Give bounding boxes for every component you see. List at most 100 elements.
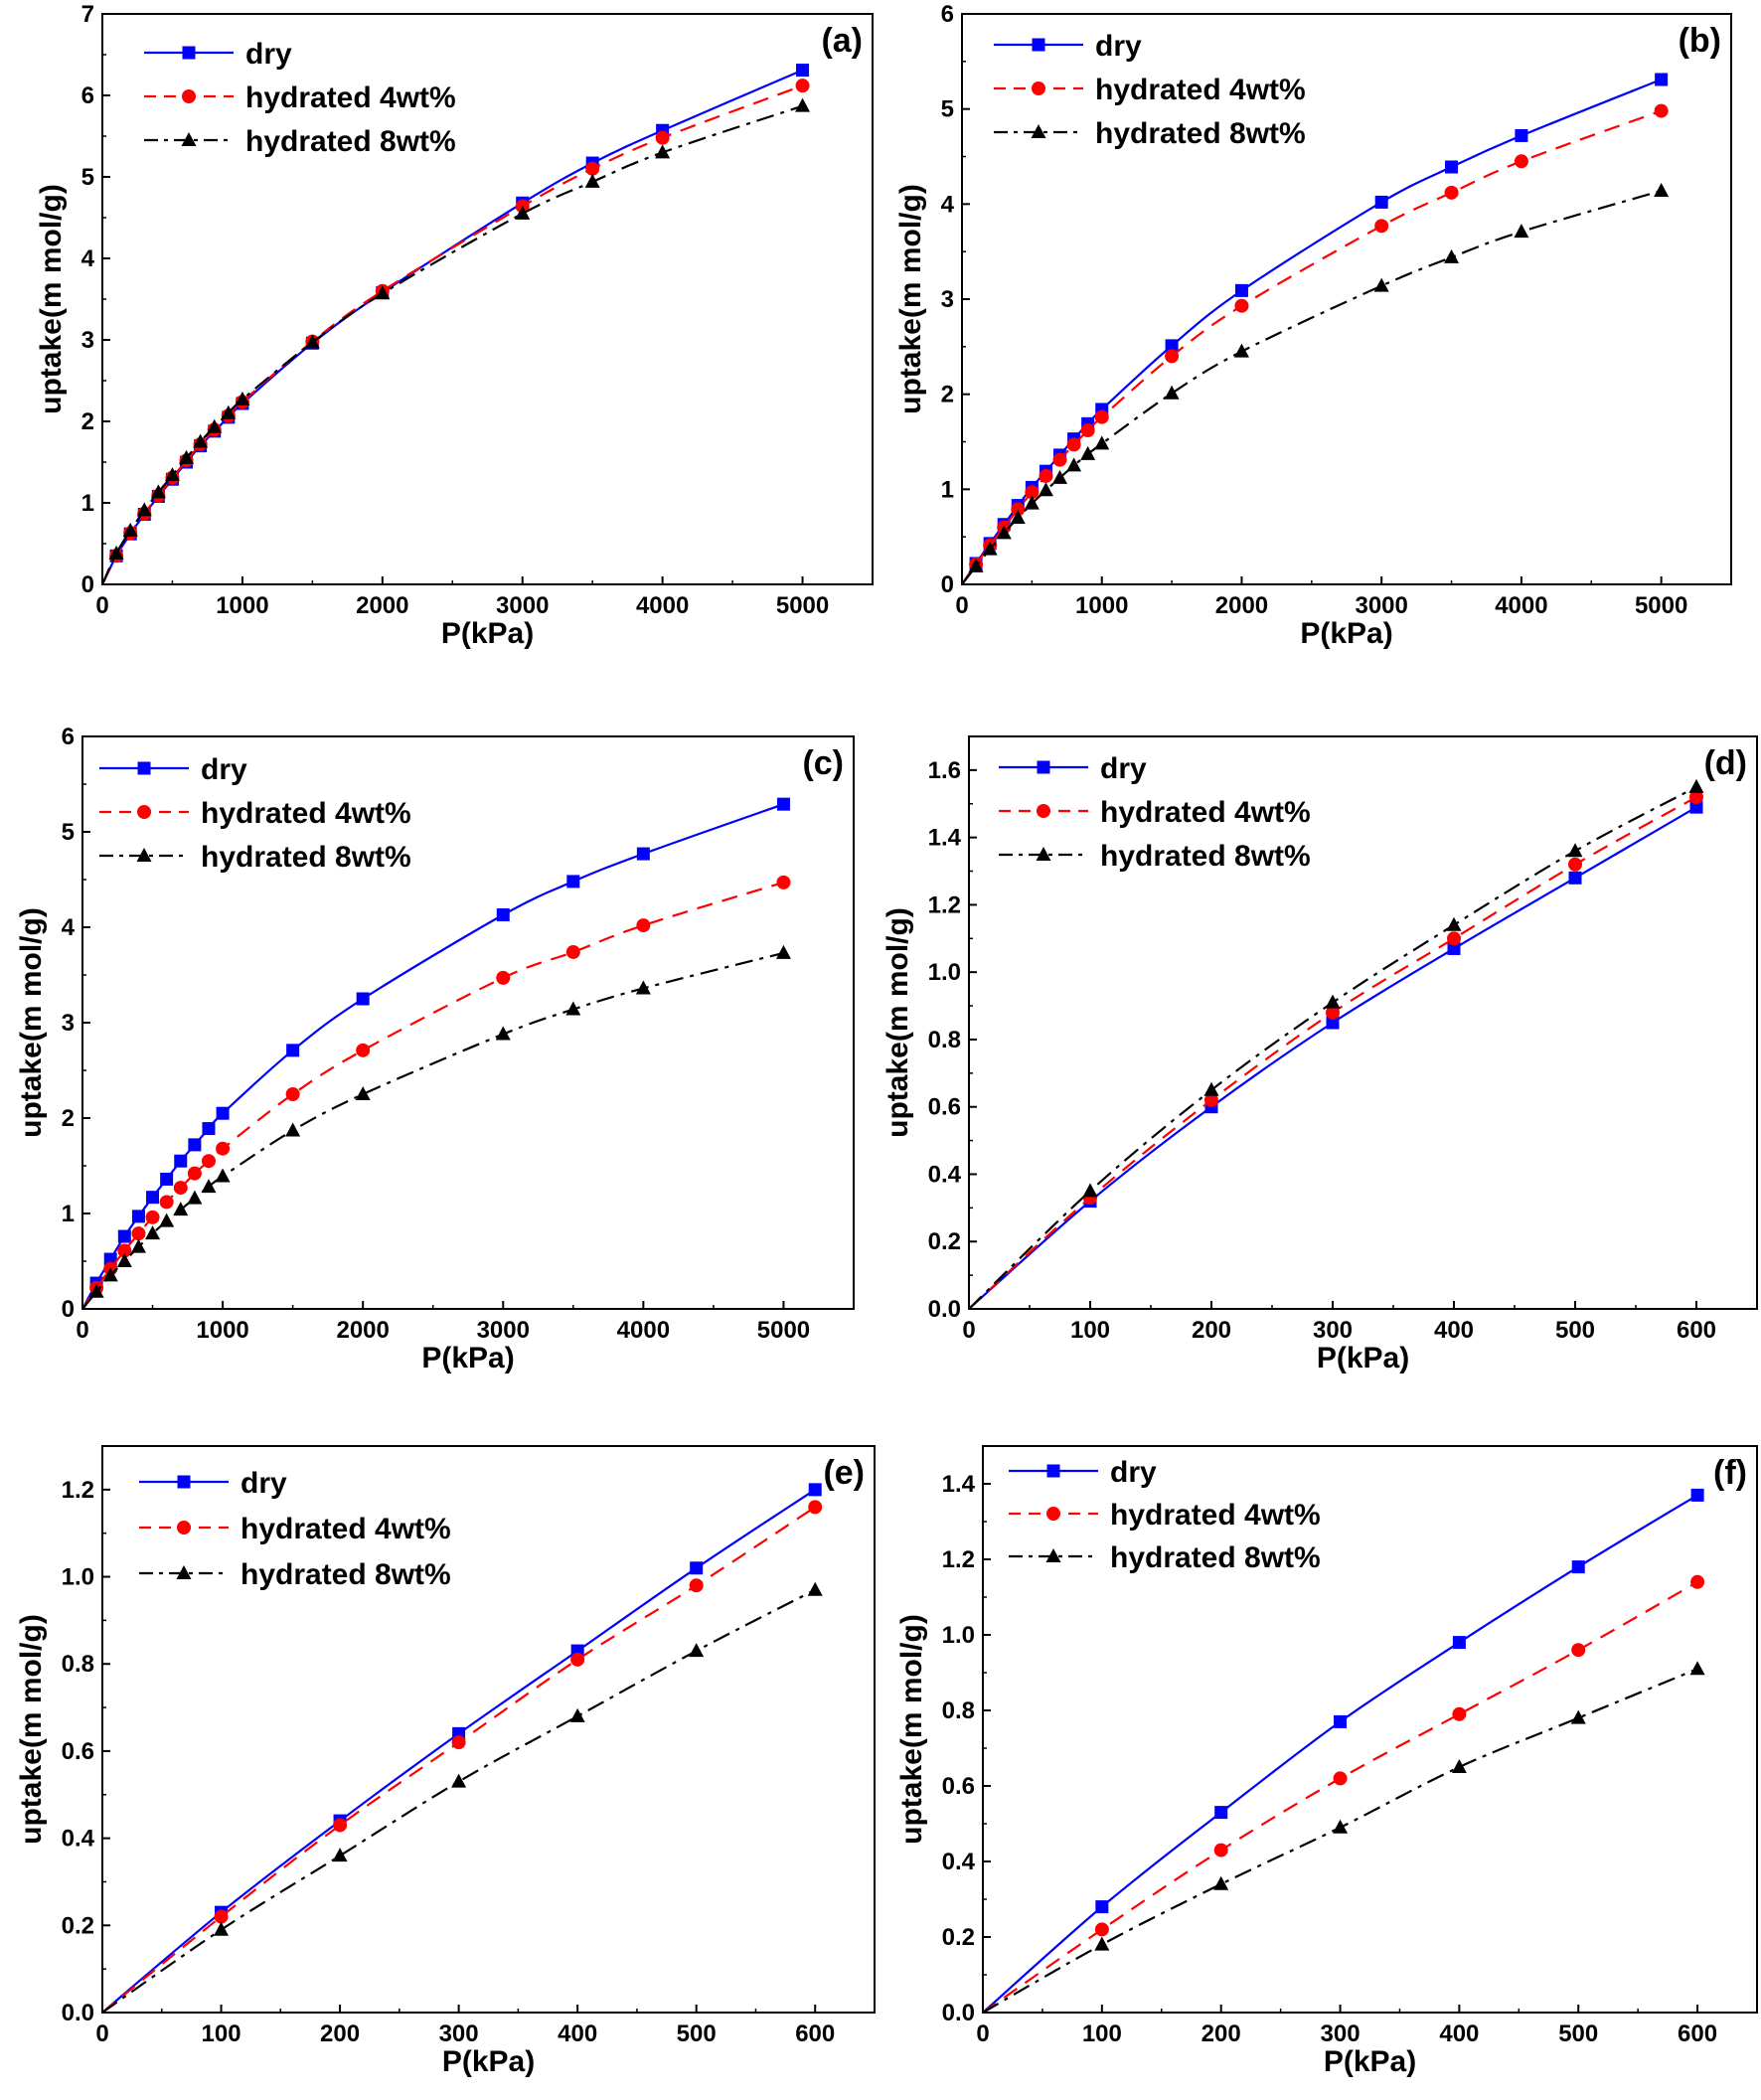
data-point: [1446, 916, 1462, 931]
y-tick-label: 0.2: [928, 1228, 961, 1255]
y-tick-label: 4: [81, 245, 95, 272]
data-point: [160, 1172, 174, 1186]
legend: dry hydrated 4wt% hydrated 8wt%: [999, 752, 1311, 873]
data-point: [1567, 843, 1583, 858]
x-tick-label: 100: [202, 2020, 241, 2047]
data-point: [1082, 1183, 1098, 1198]
data-point: [1690, 1488, 1704, 1502]
data-point: [375, 285, 391, 300]
data-point: [1447, 941, 1461, 955]
x-tick-label: 0: [76, 1317, 88, 1344]
data-point: [1334, 1714, 1348, 1728]
plot-frame: [101, 13, 874, 585]
data-point: [356, 992, 370, 1006]
data-point: [304, 334, 320, 349]
x-tick-label: 600: [1677, 1317, 1716, 1344]
legend-marker: [136, 848, 152, 862]
x-tick-label: 3000: [1355, 592, 1407, 619]
data-point: [1451, 1759, 1467, 1773]
y-tick-label: 1.2: [928, 891, 961, 918]
data-point: [145, 1225, 161, 1240]
y-tick-label: 0.2: [942, 1924, 975, 1951]
series-line: [968, 806, 1697, 1310]
data-point: [451, 1773, 467, 1788]
data-point: [655, 144, 671, 159]
x-tick-label: 300: [1313, 1317, 1353, 1344]
legend-marker: [1036, 847, 1051, 861]
data-point: [187, 1190, 203, 1205]
series-circle: [982, 1574, 1705, 2014]
data-point: [174, 1154, 188, 1168]
data-point: [131, 1210, 145, 1223]
x-axis-label: P(kPa): [1300, 617, 1392, 650]
y-tick-label: 5: [62, 819, 75, 846]
legend-marker: [176, 1565, 192, 1579]
legend-entry: hydrated 8wt%: [245, 125, 456, 158]
data-point: [1452, 1706, 1467, 1721]
data-point: [807, 1581, 823, 1596]
data-point: [188, 1138, 202, 1152]
plot-frame: [968, 735, 1758, 1310]
data-point: [1570, 1709, 1586, 1724]
legend-entry: hydrated 8wt%: [1110, 1541, 1321, 1574]
data-point: [968, 558, 984, 572]
data-point: [689, 1643, 705, 1658]
data-point: [569, 1707, 585, 1722]
x-tick-label: 100: [1082, 2020, 1122, 2047]
data-point: [355, 1086, 371, 1100]
y-tick-label: 0.4: [928, 1161, 962, 1188]
data-point: [1447, 931, 1461, 946]
x-tick-label: 500: [677, 2020, 717, 2047]
x-tick-label: 0: [95, 592, 108, 619]
data-point: [1203, 1081, 1219, 1096]
data-point: [565, 1001, 581, 1016]
series-circle: [81, 875, 791, 1310]
y-tick-label: 1.2: [942, 1546, 975, 1573]
data-point: [1373, 277, 1389, 292]
data-point: [285, 1122, 301, 1137]
series-circle: [101, 79, 810, 585]
data-point: [1514, 154, 1528, 169]
data-point: [1094, 435, 1110, 450]
legend-marker: [1032, 38, 1045, 52]
x-tick-label: 3000: [477, 1317, 530, 1344]
x-tick-label: 300: [439, 2020, 479, 2047]
data-point: [808, 1483, 822, 1497]
data-point: [1164, 385, 1180, 400]
data-point: [1444, 248, 1460, 263]
data-point: [145, 1210, 160, 1224]
y-tick-label: 3: [62, 1010, 75, 1037]
legend-marker: [137, 805, 151, 819]
y-tick-label: 1.0: [62, 1564, 94, 1591]
data-point: [88, 1283, 104, 1298]
legend-marker: [1046, 1507, 1060, 1521]
series-line: [100, 104, 803, 585]
x-tick-label: 200: [1201, 2020, 1241, 2047]
y-tick-label: 1: [62, 1201, 75, 1227]
legend-marker: [181, 132, 197, 146]
data-point: [996, 525, 1012, 540]
x-tick-label: 2000: [356, 592, 408, 619]
legend-entry: hydrated 8wt%: [240, 1558, 451, 1591]
data-point: [1654, 103, 1669, 118]
data-point: [496, 908, 510, 922]
data-point: [795, 97, 811, 112]
panel-label: (e): [823, 1454, 865, 1492]
data-point: [1445, 160, 1459, 174]
y-tick-label: 1.6: [928, 757, 961, 784]
data-point: [1038, 482, 1053, 497]
data-point: [808, 1500, 823, 1515]
chart-panel-f: 0 100 200 300 400 500 600 0.0 0.2 0.4 0.6 0.8 1.0 1.2…: [895, 1445, 1758, 2078]
x-tick-label: 4000: [617, 1317, 670, 1344]
y-tick-label: 1.4: [942, 1471, 976, 1498]
legend-entry: dry: [1095, 30, 1142, 63]
y-tick-label: 3: [81, 327, 94, 354]
data-point: [655, 130, 670, 145]
y-tick-label: 0.6: [942, 1773, 975, 1800]
y-tick-label: 1.0: [942, 1622, 975, 1649]
data-point: [221, 404, 237, 419]
data-point: [1568, 871, 1582, 885]
y-tick-label: 0.4: [62, 1826, 95, 1853]
data-point: [117, 1243, 132, 1258]
series-line: [81, 951, 784, 1310]
